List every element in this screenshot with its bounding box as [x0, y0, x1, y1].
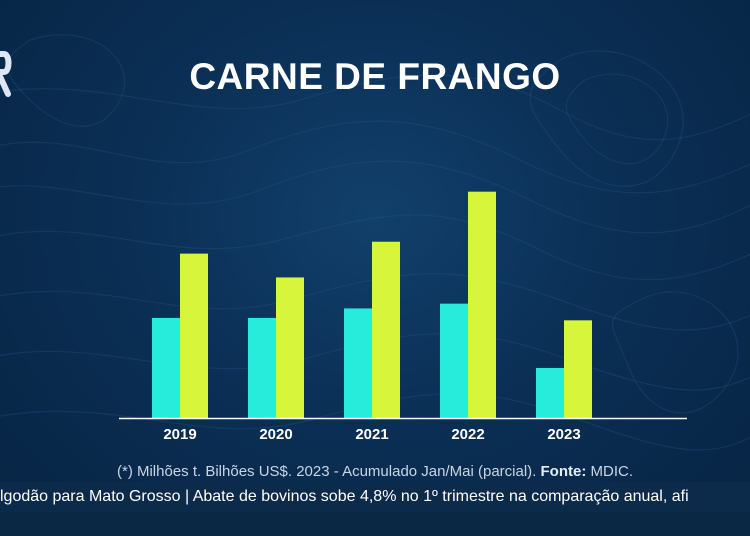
bar-2020-series-1 — [248, 317, 276, 418]
bar-2019-series-2 — [180, 253, 208, 418]
x-tick-label: 2022 — [451, 426, 484, 443]
bottom-band — [0, 512, 750, 536]
bars-group — [152, 191, 592, 418]
bar-2021-series-1 — [344, 308, 372, 418]
bar-2021-series-2 — [372, 241, 400, 418]
bar-2020-series-2 — [276, 277, 304, 418]
source-value: MDIC. — [590, 463, 634, 480]
x-tick-label: 2020 — [259, 426, 292, 443]
footnote: (*) Milhões t. Bilhões US$. 2023 - Acumu… — [0, 463, 750, 480]
channel-logo-fragment — [0, 51, 12, 97]
bar-2023-series-2 — [564, 320, 592, 418]
news-ticker: lgodão para Mato Grosso | Abate de bovin… — [0, 482, 750, 512]
x-tick-label: 2021 — [355, 426, 388, 443]
x-tick-label: 2023 — [547, 426, 580, 443]
chart-title: CARNE DE FRANGO — [189, 56, 561, 97]
bar-2022-series-1 — [440, 303, 468, 418]
x-tick-labels: 2019 2020 2021 2022 2023 — [163, 426, 580, 443]
footnote-text: (*) Milhões t. Bilhões US$. 2023 - Acumu… — [116, 463, 537, 480]
ticker-text: lgodão para Mato Grosso | Abate de bovin… — [0, 488, 689, 505]
bar-2023-series-1 — [536, 367, 564, 418]
bar-2019-series-1 — [152, 317, 180, 418]
bar-2022-series-2 — [468, 191, 496, 418]
x-tick-label: 2019 — [163, 426, 196, 443]
source-label: Fonte: — [540, 463, 587, 480]
